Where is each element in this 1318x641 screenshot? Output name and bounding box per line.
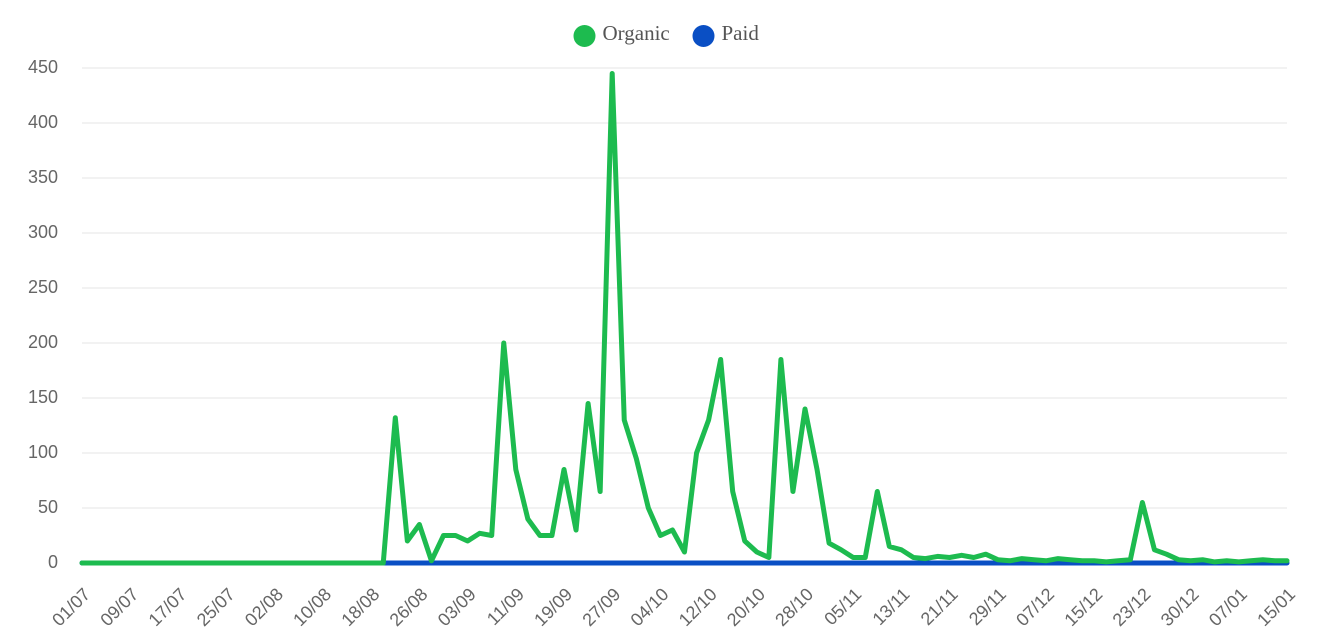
- x-tick-label: 10/08: [289, 584, 335, 630]
- x-tick-label: 18/08: [337, 584, 383, 630]
- x-tick-label: 19/09: [530, 584, 576, 630]
- y-tick-label: 200: [28, 332, 58, 352]
- x-tick-label: 30/12: [1157, 584, 1203, 630]
- x-tick-label: 29/11: [965, 584, 1010, 629]
- y-tick-label: 150: [28, 387, 58, 407]
- y-tick-label: 400: [28, 112, 58, 132]
- x-tick-label: 04/10: [627, 584, 673, 630]
- x-tick-label: 05/11: [820, 584, 865, 629]
- x-tick-label: 25/07: [193, 584, 239, 630]
- y-tick-label: 350: [28, 167, 58, 187]
- x-tick-label: 12/10: [675, 584, 721, 630]
- x-tick-label: 09/07: [96, 584, 142, 630]
- legend-swatch: [573, 25, 596, 47]
- legend: Organic Paid: [573, 21, 760, 47]
- legend-label: Organic: [603, 21, 670, 45]
- y-tick-label: 100: [28, 442, 58, 462]
- legend-label: Paid: [722, 21, 760, 45]
- x-tick-label: 13/11: [869, 584, 914, 629]
- x-tick-label: 11/09: [483, 584, 528, 629]
- y-tick-label: 300: [28, 222, 58, 242]
- x-tick-label: 26/08: [386, 584, 432, 630]
- y-tick-label: 450: [28, 57, 58, 77]
- x-tick-label: 07/12: [1012, 584, 1058, 630]
- x-tick-label: 01/07: [48, 584, 94, 630]
- x-tick-label: 23/12: [1109, 584, 1155, 630]
- y-tick-label: 0: [48, 552, 58, 572]
- x-tick-label: 28/10: [771, 584, 817, 630]
- x-tick-label: 21/11: [917, 584, 962, 629]
- x-tick-label: 20/10: [723, 584, 769, 630]
- x-tick-label: 07/01: [1205, 584, 1251, 630]
- y-tick-label: 50: [38, 497, 58, 517]
- legend-swatch: [692, 25, 715, 47]
- x-tick-label: 27/09: [578, 584, 624, 630]
- y-tick-label: 250: [28, 277, 58, 297]
- x-tick-label: 02/08: [241, 584, 287, 630]
- x-tick-label: 17/07: [145, 584, 191, 630]
- x-tick-label: 15/12: [1060, 584, 1106, 630]
- x-tick-label: 15/01: [1253, 584, 1299, 630]
- x-tick-label: 03/09: [434, 584, 480, 630]
- line-series: [79, 71, 1290, 566]
